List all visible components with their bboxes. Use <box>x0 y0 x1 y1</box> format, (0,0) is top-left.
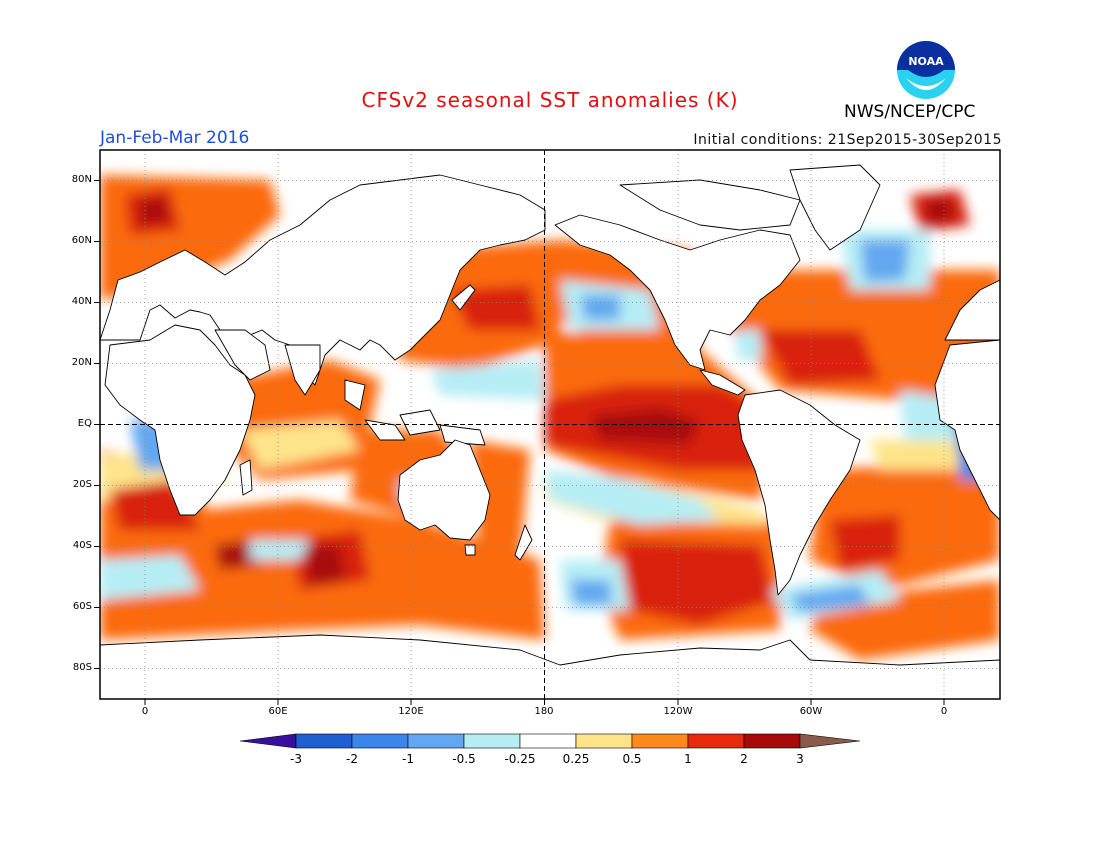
colorbar-label: -0.25 <box>504 752 536 766</box>
colorbar-bin <box>631 733 689 749</box>
lat-label: 80S <box>72 662 92 673</box>
lat-label: 40N <box>71 296 92 307</box>
axis-ticks <box>94 180 945 705</box>
colorbar-max-arrow <box>799 733 861 749</box>
forecast-period: Jan-Feb-Mar 2016 <box>100 128 250 148</box>
colorbar-bin <box>463 733 521 749</box>
land-masses <box>100 164 1000 699</box>
lon-label: 60E <box>268 706 288 717</box>
colorbar-bin <box>743 733 801 749</box>
agency-label: NWS/NCEP/CPC <box>844 102 976 122</box>
lat-label: 40S <box>72 540 92 551</box>
lat-label: 20S <box>72 479 92 490</box>
reference-lines <box>100 150 1000 699</box>
colorbar-label: 2 <box>740 752 748 766</box>
colorbar-bin <box>351 733 409 749</box>
colorbar-bin <box>295 733 353 749</box>
colorbar-bin <box>687 733 745 749</box>
lon-label: 60W <box>799 706 823 717</box>
colorbar-label: -1 <box>402 752 414 766</box>
colorbar-bin <box>519 733 577 749</box>
colorbar-label: 0.5 <box>622 752 642 766</box>
colorbar-min-arrow <box>239 733 297 749</box>
lon-label: 120W <box>663 706 693 717</box>
colorbar-bin <box>407 733 465 749</box>
noaa-logo-text: NOAA <box>908 55 944 68</box>
colorbar-label: -3 <box>290 752 302 766</box>
colorbar-label: 3 <box>796 752 804 766</box>
colorbar-label: -2 <box>346 752 358 766</box>
lat-label: 20N <box>71 357 92 368</box>
colorbar-label: 1 <box>684 752 692 766</box>
lat-label: 60N <box>71 235 92 246</box>
noaa-logo: NOAA <box>896 40 956 100</box>
map-title: CFSv2 seasonal SST anomalies (K) <box>361 88 739 112</box>
initial-conditions: Initial conditions: 21Sep2015-30Sep2015 <box>693 132 1002 148</box>
lat-label: EQ <box>77 418 92 429</box>
colorbar-label: 0.25 <box>562 752 590 766</box>
lon-label: 120E <box>398 706 424 717</box>
lon-label: 0 <box>141 706 149 717</box>
colorbar <box>239 733 861 749</box>
lon-label: 0 <box>940 706 948 717</box>
lon-label: 180 <box>534 706 554 717</box>
colorbar-label: -0.5 <box>452 752 476 766</box>
colorbar-bin <box>575 733 633 749</box>
lat-label: 80N <box>71 174 92 185</box>
lat-label: 60S <box>72 601 92 612</box>
